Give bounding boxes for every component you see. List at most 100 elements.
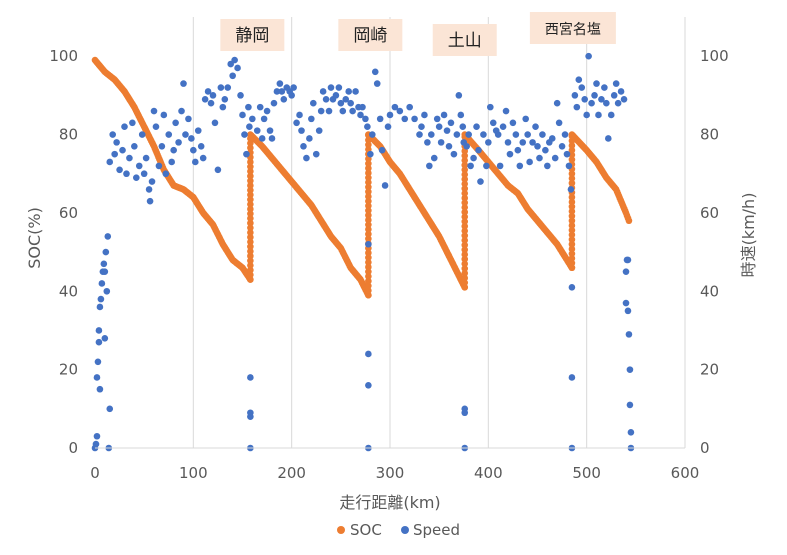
soc-point [247, 144, 254, 152]
speed-point [622, 268, 630, 275]
speed-point [306, 135, 313, 142]
soc-point [461, 255, 469, 263]
speed-point [319, 88, 327, 95]
speed-point [614, 99, 622, 107]
speed-point [459, 123, 467, 131]
soc-point [365, 136, 372, 144]
speed-point [337, 99, 345, 107]
soc-point [365, 179, 372, 186]
speed-point [542, 146, 549, 154]
speed-point [445, 143, 453, 150]
soc-point [461, 208, 469, 216]
speed-point [624, 256, 632, 264]
annotation-label: 岡崎 [353, 26, 387, 46]
annotation-3: 西宮名塩 [529, 12, 616, 44]
soc-point [461, 222, 469, 230]
soc-point [365, 216, 372, 224]
speed-point [480, 131, 487, 138]
speed-point [435, 123, 443, 131]
speed-point [359, 103, 366, 111]
speed-point [607, 111, 615, 119]
speed-point [94, 358, 102, 366]
soc-point [247, 210, 254, 217]
soc-point [568, 156, 576, 163]
y-tick-label-left: 0 [68, 439, 78, 457]
speed-point [204, 88, 212, 95]
speed-point [140, 170, 148, 178]
speed-point [365, 350, 372, 358]
soc-point [461, 194, 469, 202]
soc-point [461, 180, 469, 188]
speed-point [256, 103, 264, 111]
y-axis-title-right: 時速(km/h) [739, 193, 758, 278]
soc-point [247, 224, 254, 232]
speed-point [509, 119, 517, 127]
x-tick-label: 500 [572, 464, 601, 482]
speed-point [499, 123, 507, 131]
speed-point [502, 107, 510, 115]
speed-point [453, 131, 461, 138]
speed-point [170, 146, 177, 154]
soc-point [247, 163, 254, 170]
speed-point [524, 131, 531, 138]
speed-point [106, 405, 114, 413]
speed-point [142, 154, 150, 162]
speed-point [364, 123, 371, 131]
speed-point [188, 135, 195, 142]
speed-point [180, 80, 187, 87]
speed-point [345, 88, 353, 95]
soc-point [365, 211, 372, 219]
speed-point [253, 127, 261, 134]
soc-point [461, 251, 469, 258]
speed-point [455, 92, 463, 99]
speed-point [418, 123, 425, 131]
speed-point [519, 139, 527, 146]
soc-point [568, 179, 576, 187]
soc-point [247, 200, 254, 208]
soc-point [247, 186, 254, 194]
speed-point [123, 170, 130, 178]
soc-point [247, 257, 254, 265]
speed-point [529, 139, 536, 146]
speed-point [207, 99, 215, 107]
speed-point [168, 158, 175, 166]
soc-point [247, 233, 254, 241]
speed-point [406, 103, 413, 111]
speed-point [362, 115, 369, 123]
soc-point [461, 284, 469, 291]
soc-point [461, 232, 469, 239]
soc-point [461, 157, 469, 164]
speed-point [504, 139, 512, 146]
soc-point [461, 279, 469, 286]
speed-point [450, 150, 458, 158]
soc-point [568, 255, 576, 262]
speed-point [416, 131, 423, 138]
soc-point [568, 170, 576, 178]
speed-point [95, 327, 103, 334]
soc-point [365, 183, 372, 191]
annotation-layer: 静岡 岡崎 土山 西宮名塩 [220, 12, 616, 56]
soc-point [461, 175, 469, 183]
speed-point [433, 115, 441, 123]
speed-point [424, 139, 431, 146]
speed-point [561, 131, 569, 138]
soc-point [568, 236, 576, 243]
soc-point [568, 175, 576, 182]
speed-point [487, 103, 494, 111]
legend-marker-soc [337, 526, 345, 534]
speed-point [548, 135, 556, 142]
speed-point [175, 139, 182, 146]
speed-point [315, 127, 323, 134]
soc-point [365, 164, 372, 172]
speed-point [544, 162, 551, 170]
speed-point [145, 186, 153, 193]
speed-point [624, 307, 632, 315]
soc-point [461, 185, 469, 192]
soc-point [461, 265, 469, 272]
soc-series [91, 56, 633, 299]
speed-point [617, 88, 625, 95]
soc-point [568, 151, 576, 159]
speed-point [298, 127, 305, 134]
speed-point [109, 131, 116, 138]
soc-point [461, 260, 469, 268]
